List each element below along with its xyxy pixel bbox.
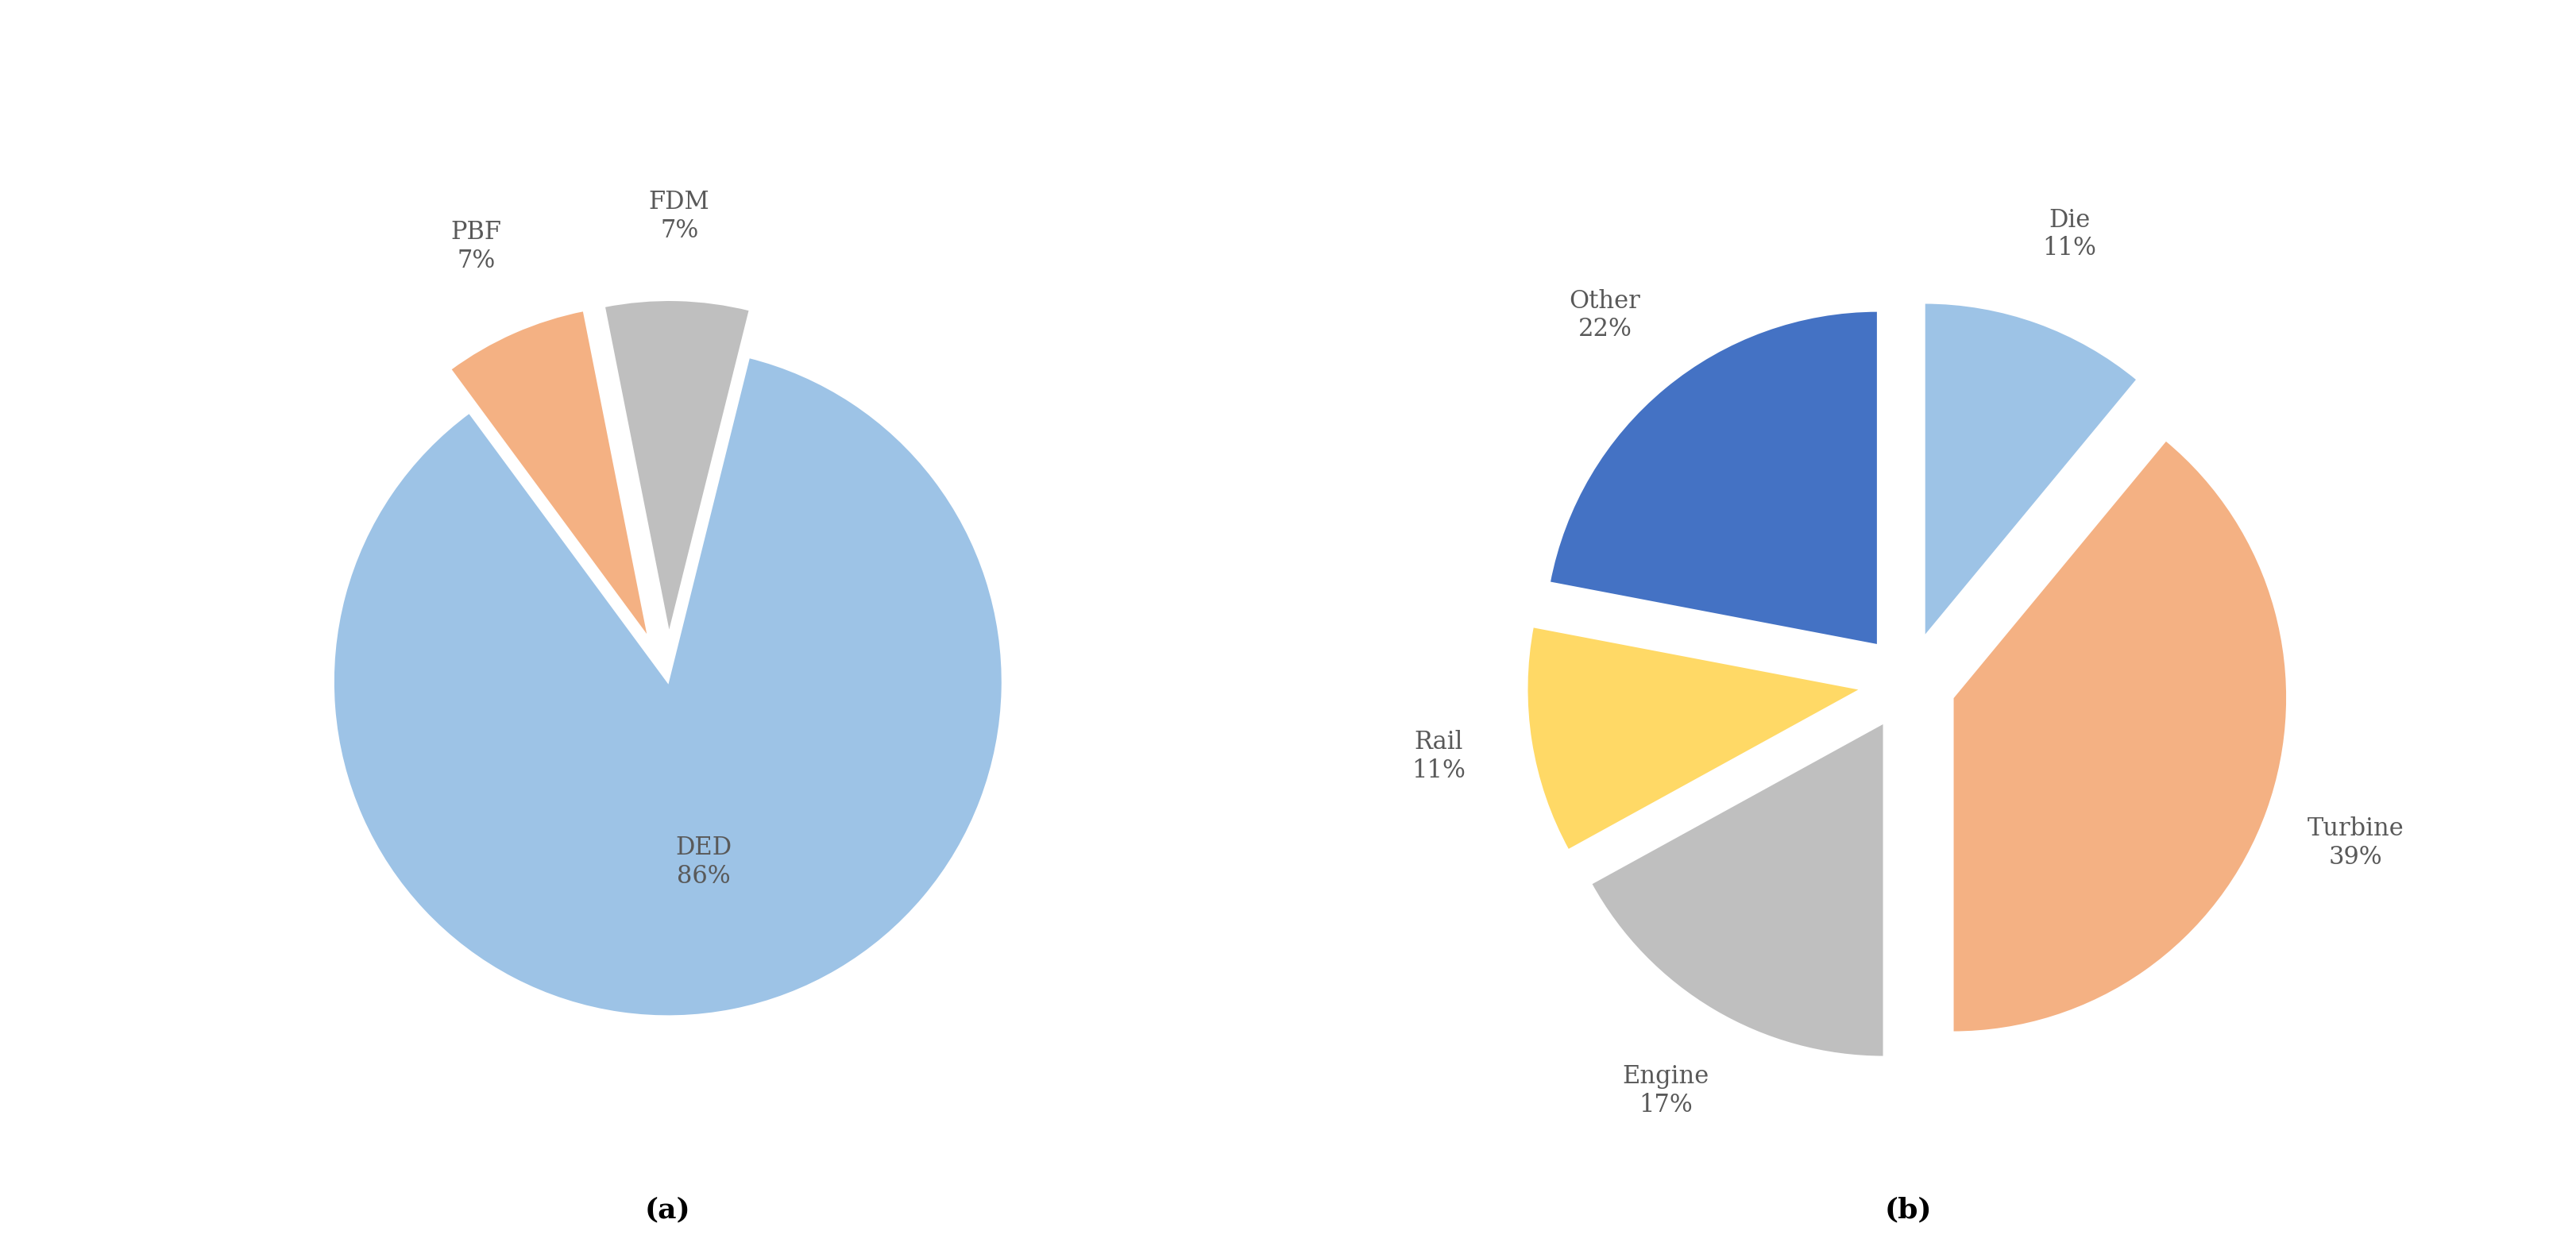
Wedge shape [1592,722,1883,1057]
Text: PBF
7%: PBF 7% [451,220,502,273]
Wedge shape [1953,440,2287,1033]
Text: Engine
17%: Engine 17% [1623,1064,1710,1117]
Wedge shape [451,311,649,639]
Wedge shape [603,299,750,634]
Wedge shape [1548,311,1878,645]
Wedge shape [1924,303,2138,638]
Text: Turbine
39%: Turbine 39% [2308,816,2403,869]
Text: DED
86%: DED 86% [675,835,732,889]
Wedge shape [332,357,1002,1016]
Wedge shape [1528,626,1862,850]
Text: (b): (b) [1886,1196,1932,1224]
Text: Other
22%: Other 22% [1569,289,1641,342]
Text: (a): (a) [644,1196,690,1224]
Text: FDM
7%: FDM 7% [649,190,708,243]
Text: Rail
11%: Rail 11% [1412,730,1466,782]
Text: Die
11%: Die 11% [2043,208,2097,260]
